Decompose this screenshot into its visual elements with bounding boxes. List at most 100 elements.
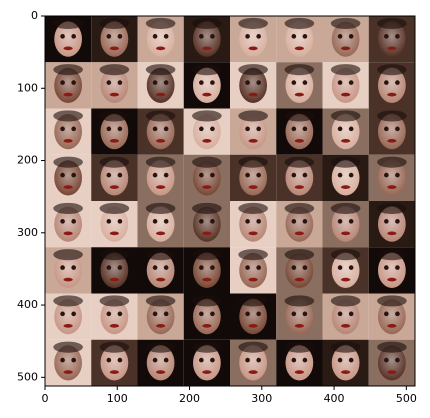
- mouth: [387, 185, 397, 189]
- hair: [377, 341, 407, 353]
- eye: [117, 80, 123, 85]
- mouth: [387, 46, 397, 51]
- face-tile: [230, 108, 277, 155]
- mouth: [202, 46, 212, 51]
- mouth: [387, 139, 397, 143]
- eye: [384, 265, 389, 270]
- face-highlight: [239, 298, 267, 334]
- mouth: [294, 370, 304, 374]
- face-tile: [91, 293, 138, 340]
- face-tile: [230, 62, 277, 109]
- eye: [152, 265, 158, 270]
- eye: [60, 172, 65, 178]
- hair: [192, 249, 222, 261]
- eye: [106, 80, 112, 85]
- eye: [245, 34, 250, 39]
- face-highlight: [54, 66, 82, 103]
- mouth: [156, 324, 166, 328]
- eye: [106, 357, 112, 363]
- eye: [71, 34, 76, 39]
- mouth: [341, 46, 351, 51]
- face-highlight: [146, 298, 175, 334]
- mouth: [63, 324, 73, 328]
- hair: [99, 249, 130, 261]
- face-tile: [368, 339, 415, 386]
- face-tile: [91, 339, 138, 386]
- mouth: [109, 139, 119, 143]
- face-tile: [230, 339, 277, 386]
- image: [45, 16, 415, 386]
- eye: [117, 219, 123, 224]
- eye: [106, 265, 112, 270]
- eye: [337, 126, 343, 132]
- eye: [256, 219, 261, 224]
- mouth: [294, 324, 304, 328]
- hair: [330, 341, 361, 353]
- face-tile: [183, 293, 230, 340]
- face-tile: [137, 247, 184, 294]
- face-tile: [91, 16, 138, 63]
- face-tile: [230, 201, 277, 248]
- face-highlight: [239, 251, 267, 288]
- eye: [117, 311, 123, 317]
- eye: [199, 219, 204, 224]
- hair: [53, 341, 83, 353]
- eye: [256, 126, 261, 132]
- eye: [199, 311, 204, 317]
- eye: [395, 357, 400, 363]
- eye: [245, 172, 250, 178]
- face-tile: [137, 154, 184, 201]
- eye: [152, 219, 158, 224]
- hair: [238, 110, 268, 122]
- face-highlight: [193, 344, 221, 380]
- face-tile: [183, 62, 230, 109]
- eye: [71, 172, 76, 178]
- eye: [302, 126, 308, 132]
- eye: [210, 265, 215, 270]
- mouth: [387, 370, 397, 374]
- eye: [163, 172, 169, 178]
- eye: [256, 172, 261, 178]
- eye: [152, 172, 158, 178]
- eye: [163, 80, 169, 85]
- y-tick-label: 200: [17, 154, 38, 167]
- face-tile: [322, 16, 369, 63]
- hair: [238, 202, 268, 214]
- x-tick-label: 200: [179, 392, 200, 405]
- eye: [199, 172, 204, 178]
- hair: [284, 249, 315, 261]
- hair: [192, 295, 222, 307]
- face-highlight: [285, 159, 314, 195]
- hair: [53, 295, 83, 307]
- face-highlight: [100, 113, 129, 149]
- mouth: [202, 370, 212, 374]
- face-tile: [322, 154, 369, 201]
- face-highlight: [239, 66, 267, 103]
- face-tile: [230, 16, 277, 63]
- eye: [395, 311, 400, 317]
- hair: [377, 17, 407, 29]
- face-tile: [276, 154, 323, 201]
- x-tick-label: 300: [251, 392, 272, 405]
- face-tile: [230, 293, 277, 340]
- hair: [145, 295, 176, 307]
- hair: [330, 249, 361, 261]
- mouth: [387, 92, 397, 97]
- hair: [377, 295, 407, 307]
- eye: [163, 34, 169, 39]
- eye: [337, 265, 343, 270]
- eye: [291, 34, 297, 39]
- face-highlight: [378, 159, 406, 195]
- face-highlight: [331, 113, 360, 149]
- x-tick-label: 500: [396, 392, 417, 405]
- hair: [330, 295, 361, 307]
- eye: [291, 311, 297, 317]
- face-highlight: [100, 205, 129, 241]
- face-tile: [322, 201, 369, 248]
- eye: [384, 172, 389, 178]
- mouth: [248, 277, 258, 282]
- face-tile: [322, 293, 369, 340]
- mouth: [294, 139, 304, 143]
- hair: [99, 202, 130, 214]
